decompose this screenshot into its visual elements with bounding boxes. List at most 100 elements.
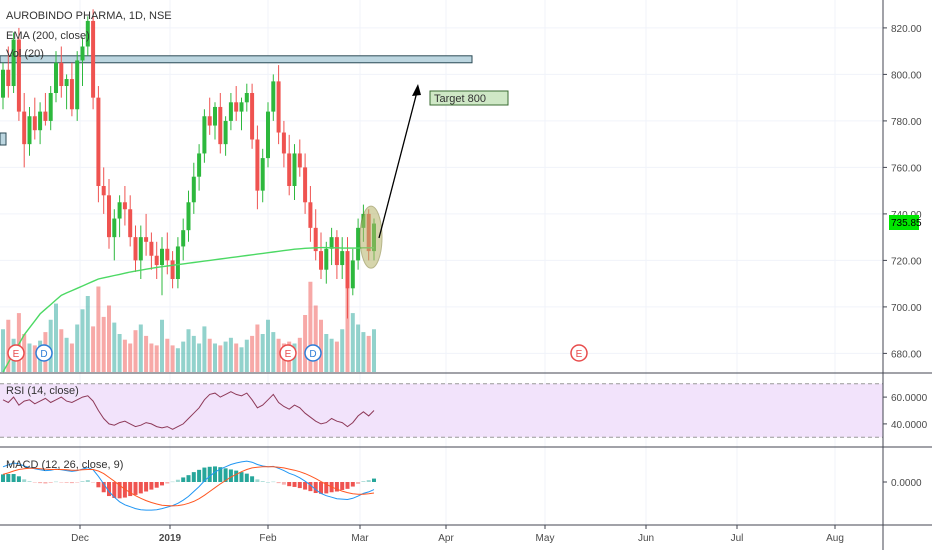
candle-body bbox=[27, 116, 32, 145]
candle-body bbox=[223, 120, 228, 145]
volume-bar bbox=[6, 319, 11, 372]
candle-body bbox=[175, 246, 180, 279]
candle-body bbox=[22, 111, 27, 145]
resistance-zone[interactable] bbox=[0, 55, 473, 146]
time-axis[interactable]: Dec 2019 Feb Mar Apr May Jun Jul Aug bbox=[71, 525, 844, 544]
candle-body bbox=[6, 69, 11, 87]
rsi-tick-label: 60.0000 bbox=[891, 393, 928, 404]
volume-bar bbox=[75, 324, 80, 372]
macd-histogram-bar bbox=[128, 482, 133, 497]
macd-histogram-bar bbox=[350, 482, 355, 487]
macd-histogram-bar bbox=[170, 481, 175, 483]
candle-body bbox=[276, 81, 281, 133]
volume-bar bbox=[170, 345, 175, 372]
event-marker-label: D bbox=[40, 349, 47, 360]
price-tick-label: 780.00 bbox=[891, 117, 922, 128]
macd-histogram-bar bbox=[213, 466, 217, 482]
volume-bar bbox=[202, 326, 207, 372]
macd-histogram-bar bbox=[48, 482, 53, 483]
volume-bar bbox=[255, 324, 260, 372]
candle-body bbox=[340, 251, 345, 266]
candle-body bbox=[1, 69, 5, 98]
candle-body bbox=[133, 237, 138, 261]
macd-histogram-bar bbox=[85, 480, 90, 482]
macd-histogram-bar bbox=[191, 472, 196, 482]
volume-bar bbox=[128, 343, 133, 372]
volume-bar bbox=[16, 313, 21, 372]
volume-bar bbox=[372, 329, 376, 372]
macd-histogram-bar bbox=[54, 481, 58, 483]
event-marker-label: E bbox=[576, 349, 583, 360]
macd-legend[interactable]: MACD (12, 26, close, 9) bbox=[6, 459, 123, 471]
macd-histogram-bar bbox=[149, 482, 154, 490]
candle-body bbox=[197, 153, 202, 177]
candle-body bbox=[85, 20, 90, 47]
candle-body bbox=[234, 102, 239, 112]
volume-bar bbox=[101, 316, 106, 372]
volume-bar bbox=[313, 305, 318, 372]
macd-histogram-bar bbox=[255, 479, 260, 482]
macd-histogram-bar bbox=[276, 482, 281, 484]
candle-body bbox=[59, 62, 64, 87]
macd-histogram-bar bbox=[287, 482, 292, 487]
ema-legend[interactable]: EMA (200, close) bbox=[6, 30, 90, 42]
rsi-legend[interactable]: RSI (14, close) bbox=[6, 385, 79, 397]
support-zone-stub bbox=[0, 132, 7, 146]
volume-bar bbox=[308, 281, 313, 372]
volume-bar bbox=[59, 329, 64, 372]
volume-bars bbox=[1, 281, 376, 372]
macd-tick-label: 0.0000 bbox=[891, 478, 922, 489]
macd-histogram-bar bbox=[297, 482, 302, 489]
macd-histogram-bar bbox=[117, 482, 122, 499]
macd-histogram-bar bbox=[101, 482, 106, 493]
volume-bar bbox=[160, 319, 164, 372]
macd-histogram-bar bbox=[281, 482, 286, 485]
time-tick-label: Feb bbox=[259, 533, 277, 544]
macd-line bbox=[2, 460, 375, 511]
macd-histogram-bar bbox=[160, 482, 164, 486]
projection-arrow bbox=[378, 87, 419, 239]
candle-body bbox=[117, 202, 122, 219]
macd-histogram-bar bbox=[361, 481, 366, 482]
candle-body bbox=[303, 167, 308, 203]
candle-body bbox=[228, 102, 233, 121]
candle-body bbox=[107, 195, 111, 238]
macd-histogram-bar bbox=[69, 482, 74, 484]
volume-bar bbox=[186, 329, 191, 372]
arrow-head bbox=[412, 84, 421, 96]
volume-bar bbox=[329, 338, 334, 372]
target-box[interactable] bbox=[429, 90, 509, 106]
candle-body bbox=[69, 79, 74, 110]
volume-bar bbox=[324, 334, 329, 372]
volume-bar bbox=[366, 335, 371, 372]
candle-body bbox=[324, 248, 329, 270]
macd-histogram-bar bbox=[372, 478, 376, 482]
candle-body bbox=[308, 202, 313, 228]
macd-histogram-bar bbox=[340, 482, 345, 490]
volume-legend[interactable]: Vol (20) bbox=[6, 48, 44, 60]
volume-bar bbox=[361, 332, 366, 372]
volume-bar bbox=[181, 341, 186, 372]
macd-histogram-bar bbox=[186, 475, 191, 482]
candle-body bbox=[202, 116, 207, 154]
candle-body bbox=[266, 111, 270, 159]
volume-bar bbox=[223, 341, 228, 372]
volume-bar bbox=[69, 343, 74, 372]
macd-histogram-bar bbox=[292, 482, 297, 487]
candle-body bbox=[149, 241, 154, 256]
last-price-label: 735.85 bbox=[891, 218, 922, 229]
price-tick-label: 720.00 bbox=[891, 256, 922, 267]
chart-drawings[interactable] bbox=[359, 84, 421, 269]
volume-bar bbox=[297, 337, 302, 372]
volume-bar bbox=[234, 343, 239, 372]
candle-body bbox=[271, 81, 276, 112]
symbol-title[interactable]: AUROBINDO PHARMA, 1D, NSE bbox=[6, 10, 172, 22]
volume-bar bbox=[117, 334, 122, 372]
price-axis[interactable]: 820.00800.00780.00760.00740.00720.00700.… bbox=[883, 24, 928, 489]
event-marker-label: E bbox=[285, 349, 292, 360]
last-price-tag bbox=[889, 215, 919, 230]
macd-histogram-bar bbox=[218, 467, 223, 482]
macd-histogram-bar bbox=[271, 481, 276, 483]
